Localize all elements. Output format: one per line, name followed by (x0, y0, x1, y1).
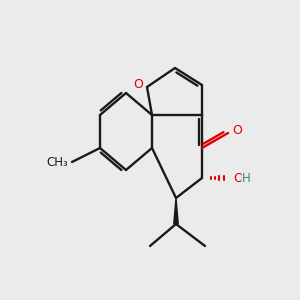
Text: O: O (133, 77, 143, 91)
Text: CH₃: CH₃ (46, 155, 68, 169)
Text: H: H (242, 172, 251, 185)
Text: O: O (233, 172, 243, 184)
Polygon shape (174, 198, 178, 224)
Text: O: O (232, 124, 242, 136)
